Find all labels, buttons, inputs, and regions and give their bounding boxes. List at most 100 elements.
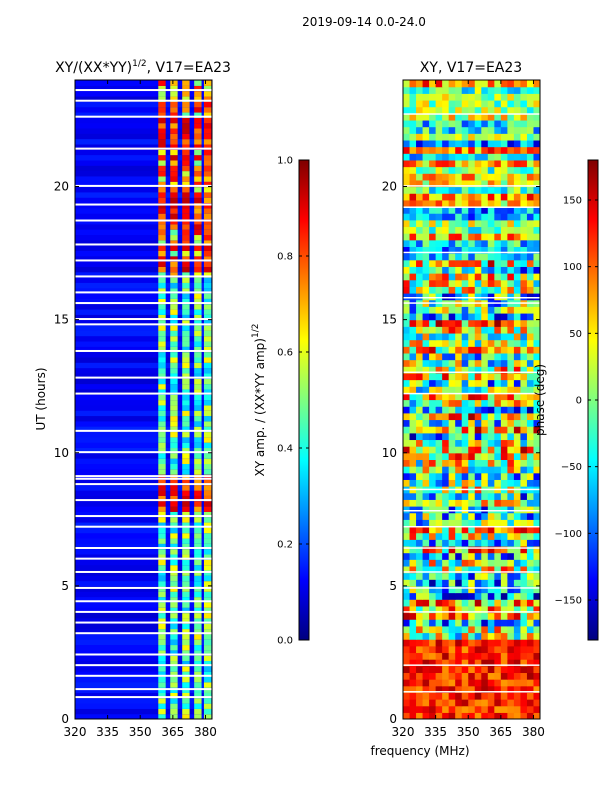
heatmap-cell (182, 628, 190, 635)
heatmap-cell (422, 86, 430, 94)
heatmap-cell (158, 106, 166, 113)
heatmap-row (75, 676, 212, 683)
heatmap-cell (158, 101, 166, 108)
heatmap-cell (170, 85, 178, 92)
heatmap-cell (182, 351, 190, 358)
heatmap-cell (429, 279, 437, 287)
heatmap-cell (182, 149, 190, 156)
heatmap-cell (474, 213, 482, 221)
heatmap-cell (158, 90, 166, 97)
heatmap-cell (455, 99, 463, 108)
heatmap-cell (170, 138, 178, 145)
heatmap-cell (500, 446, 508, 454)
heatmap-cell (448, 685, 456, 693)
heatmap-cell (474, 193, 482, 201)
heatmap-cell (429, 552, 437, 560)
heatmap-cell (500, 226, 508, 234)
heatmap-cell (468, 239, 476, 248)
heatmap-cell (422, 273, 430, 281)
heatmap-cell (526, 239, 534, 248)
heatmap-cell (500, 293, 508, 301)
heatmap-cell (403, 186, 411, 194)
heatmap-cell (513, 599, 521, 607)
heatmap-cell (487, 679, 495, 687)
heatmap-cell (461, 273, 469, 281)
heatmap-cell (513, 639, 521, 647)
heatmap-cell (474, 625, 482, 634)
heatmap-cell (494, 632, 502, 640)
heatmap-row (75, 628, 212, 635)
heatmap-cell (494, 439, 502, 447)
heatmap-cell (158, 516, 166, 523)
heatmap-cell (474, 139, 482, 148)
heatmap-cell (429, 80, 437, 88)
heatmap-cell (194, 532, 202, 539)
heatmap-cell (182, 468, 190, 475)
heatmap-cell (194, 314, 202, 321)
heatmap-cell (416, 406, 424, 414)
heatmap-cell (455, 193, 463, 201)
heatmap-cell (455, 179, 463, 188)
heatmap-cell (526, 293, 534, 301)
heatmap-cell (507, 652, 515, 660)
heatmap-cell (416, 293, 424, 301)
heatmap-cell (170, 564, 178, 571)
heatmap-cell (429, 652, 437, 660)
heatmap-cell (416, 572, 424, 580)
heatmap-cell (403, 532, 411, 540)
heatmap-cell (409, 692, 417, 700)
heatmap-cell (170, 154, 178, 161)
heatmap-cell (158, 277, 166, 283)
heatmap-cell (442, 80, 450, 88)
heatmap-cell (513, 166, 521, 174)
heatmap-cell (526, 559, 534, 567)
heatmap-cell (170, 527, 178, 534)
heatmap-cell (461, 439, 469, 447)
heatmap-cell (494, 612, 502, 620)
heatmap-cell (194, 655, 202, 662)
heatmap-cell (461, 532, 469, 540)
heatmap-cell (170, 676, 178, 683)
heatmap-cell (487, 346, 495, 354)
heatmap-cell (158, 282, 166, 289)
heatmap-cell (468, 266, 476, 274)
flagged-row (75, 392, 212, 395)
heatmap-cell (481, 705, 489, 713)
heatmap-cell (448, 319, 456, 327)
heatmap-cell (403, 386, 411, 394)
heatmap-cell (500, 479, 508, 487)
heatmap-cell (487, 625, 495, 634)
heatmap-cell (474, 472, 482, 480)
heatmap-row (75, 346, 212, 353)
heatmap-cell (409, 133, 417, 141)
heatmap-cell (170, 303, 178, 310)
heatmap-cell (520, 412, 528, 421)
heatmap-cell (520, 253, 528, 261)
heatmap-cell (507, 392, 515, 401)
heatmap-cell (422, 126, 430, 134)
heatmap-cell (442, 612, 450, 620)
heatmap-cell (182, 335, 190, 342)
heatmap-cell (474, 412, 482, 421)
heatmap-cell (416, 565, 424, 574)
heatmap-cell (481, 406, 489, 414)
heatmap-cell (429, 213, 437, 221)
heatmap-cell (435, 605, 443, 614)
heatmap-cell (170, 655, 178, 662)
heatmap-cell (533, 139, 540, 148)
heatmap-cell (170, 665, 178, 672)
heatmap-cell (461, 672, 469, 680)
heatmap-cell (442, 619, 450, 627)
heatmap-cell (194, 388, 202, 395)
heatmap-cell (182, 420, 190, 427)
heatmap-cell (468, 552, 476, 560)
heatmap-cell (468, 652, 476, 660)
heatmap-cell (158, 436, 166, 443)
heatmap-cell (194, 101, 202, 108)
heatmap-cell (513, 552, 521, 560)
heatmap-row (75, 351, 212, 358)
heatmap-cell (170, 479, 178, 486)
heatmap-cell (170, 495, 178, 502)
heatmap-cell (182, 516, 190, 523)
heatmap-cell (487, 612, 495, 620)
